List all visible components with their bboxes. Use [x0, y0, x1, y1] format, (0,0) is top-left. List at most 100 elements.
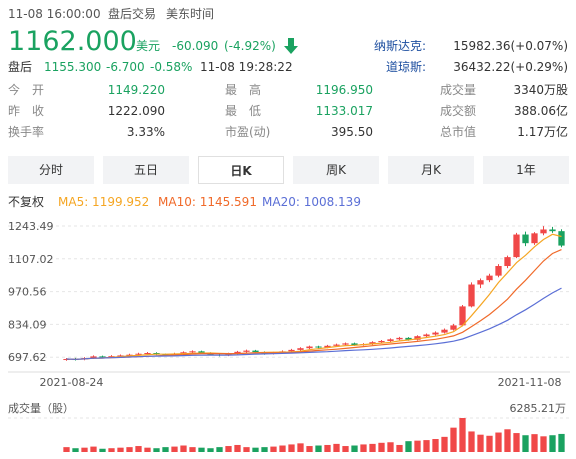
candle-body	[423, 334, 430, 337]
candle-body	[189, 351, 196, 353]
tab[interactable]: 分时	[8, 156, 94, 184]
candle-body	[504, 257, 511, 267]
candle-body	[414, 336, 421, 340]
volume-title: 成交量（股）	[8, 401, 74, 415]
after-label: 盘后	[8, 60, 33, 74]
volume-bar	[477, 434, 484, 452]
down-arrow	[284, 38, 298, 54]
candle-body	[477, 280, 484, 285]
after-change: -6.700	[106, 60, 145, 74]
tab[interactable]: 1年	[483, 156, 569, 184]
tab[interactable]: 周K	[293, 156, 379, 184]
candle-body	[297, 348, 304, 350]
y-tick-label: 1243.49	[8, 220, 54, 233]
candle-body	[180, 352, 187, 354]
volume-bar	[414, 440, 421, 452]
ma-line	[66, 287, 562, 360]
ma-legend: MA5: 1199.952	[58, 195, 150, 209]
change-pct: (-4.92%)	[224, 39, 276, 53]
volume-bar	[117, 447, 124, 452]
volume-bar	[441, 436, 448, 452]
candle-body	[315, 346, 322, 348]
volume-bar	[558, 433, 565, 452]
volume-bar	[405, 441, 412, 452]
stat-label: 最 低	[225, 104, 262, 118]
stat-value: 3340万股	[513, 83, 568, 97]
volume-bar	[144, 447, 151, 452]
candle-body	[432, 332, 439, 335]
stat-label: 换手率	[8, 125, 45, 139]
volume-bar	[261, 447, 268, 452]
volume-bar	[108, 448, 115, 452]
volume-bar	[216, 447, 223, 452]
volume-bar	[342, 446, 349, 452]
volume-bar	[315, 445, 322, 452]
candle-body	[135, 353, 142, 355]
volume-bar	[378, 442, 385, 452]
candle-body	[387, 339, 394, 341]
candle-body	[144, 353, 151, 355]
volume-bar	[189, 447, 196, 452]
candle-body	[324, 345, 331, 348]
stat-value: 1149.220	[107, 83, 165, 97]
candle-body	[288, 349, 295, 352]
stat-value: 388.06亿	[514, 104, 568, 118]
candle-body	[468, 284, 475, 307]
volume-bar	[324, 444, 331, 452]
y-tick-label: 1107.02	[8, 253, 54, 266]
candle-body	[126, 354, 133, 356]
candle-body	[108, 356, 115, 358]
candle-body	[486, 275, 493, 281]
tab[interactable]: 月K	[388, 156, 474, 184]
change: -60.090	[172, 39, 219, 53]
ma-legend: MA20: 1008.139	[262, 195, 361, 209]
index-value: 15982.36(+0.07%)	[453, 39, 568, 53]
volume-bar	[171, 446, 178, 452]
after-price: 1155.300	[44, 60, 102, 74]
volume-bar	[333, 443, 340, 452]
volume-bar	[540, 436, 547, 452]
volume-bar	[396, 444, 403, 452]
volume-bar	[81, 447, 88, 452]
candle-body	[333, 344, 340, 346]
ma-line	[66, 233, 562, 360]
candle-body	[558, 231, 565, 246]
stat-label: 今 开	[8, 83, 45, 97]
volume-bar	[369, 443, 376, 452]
volume-bar	[126, 447, 133, 452]
candle-body	[459, 306, 466, 326]
candle-body	[351, 343, 358, 346]
volume-bar	[306, 446, 313, 452]
volume-bar	[351, 445, 358, 452]
candle-body	[369, 342, 376, 345]
tab[interactable]: 日K	[198, 156, 284, 184]
tab[interactable]: 五日	[103, 156, 189, 184]
candle-body	[90, 356, 97, 359]
volume-bar	[360, 444, 367, 452]
candle-body	[513, 234, 520, 258]
volume-bar	[522, 435, 529, 452]
candle-body	[450, 325, 457, 330]
volume-bar	[531, 434, 538, 452]
price: 1162.000	[8, 26, 137, 57]
stat-value: 1133.017	[315, 104, 373, 118]
ma-line	[66, 249, 562, 360]
volume-bar	[495, 432, 502, 452]
after-time: 11-08 19:28:22	[200, 60, 293, 74]
volume-bar	[90, 446, 97, 452]
x-tick-label: 2021-08-24	[40, 376, 104, 389]
volume-bar	[486, 435, 493, 452]
candle-body	[234, 351, 241, 354]
stat-label: 市盈(动)	[225, 125, 271, 139]
volume-bar	[279, 445, 286, 452]
candle-body	[243, 350, 250, 352]
stat-value: 395.50	[331, 125, 373, 139]
candle-body	[99, 356, 106, 358]
index-name: 纳斯达克:	[373, 39, 426, 53]
candle-body	[405, 337, 412, 340]
volume-bar	[252, 447, 259, 452]
candle-body	[441, 329, 448, 333]
y-tick-label: 697.62	[8, 351, 47, 364]
